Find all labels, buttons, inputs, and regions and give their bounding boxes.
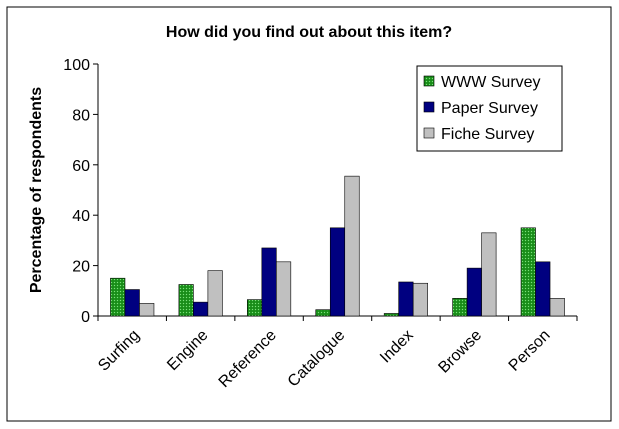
y-axis: 0 20 40 60 80 100 — [63, 57, 99, 326]
legend-label: Paper Survey — [441, 100, 538, 117]
chart-title: How did you find out about this item? — [166, 24, 452, 41]
bar-fiche-survey — [207, 270, 223, 317]
bar-fiche-survey — [549, 298, 565, 317]
legend-box — [416, 65, 563, 152]
bar-paper-survey — [535, 261, 551, 317]
bar-paper-survey — [398, 281, 414, 317]
legend-swatch — [423, 101, 435, 113]
y-tick-label: 80 — [72, 107, 90, 124]
bar-paper-survey — [124, 289, 140, 317]
legend-swatch — [423, 75, 435, 87]
bar-fiche-survey — [276, 261, 292, 317]
y-tick-label: 60 — [72, 158, 90, 175]
legend-label: WWW Survey — [441, 74, 541, 91]
y-axis-label: Percentage of respondents — [28, 87, 45, 293]
bar-www-survey — [110, 277, 126, 317]
bar-www-survey — [452, 298, 468, 317]
bar-paper-survey — [261, 247, 277, 317]
bar-paper-survey — [193, 301, 209, 317]
bar-www-survey — [315, 309, 331, 317]
bar-fiche-survey — [481, 232, 497, 317]
bar-www-survey — [178, 284, 194, 317]
bar-fiche-survey — [412, 282, 428, 317]
bar-series-group — [110, 175, 565, 317]
bar-paper-survey — [329, 227, 346, 317]
y-tick-label: 20 — [72, 259, 90, 276]
legend: WWW Survey Paper Survey Fiche Survey — [416, 65, 563, 152]
legend-label: Fiche Survey — [441, 126, 534, 143]
bar-www-survey — [383, 313, 399, 317]
bar-fiche-survey — [139, 303, 155, 317]
bar-paper-survey — [466, 267, 482, 317]
bar-fiche-survey — [344, 175, 360, 317]
y-tick-label: 100 — [63, 57, 90, 74]
legend-swatch — [423, 127, 435, 139]
bar-www-survey — [247, 299, 263, 317]
y-tick-label: 0 — [81, 309, 90, 326]
bar-www-survey — [520, 227, 536, 317]
y-tick-label: 40 — [72, 208, 90, 225]
